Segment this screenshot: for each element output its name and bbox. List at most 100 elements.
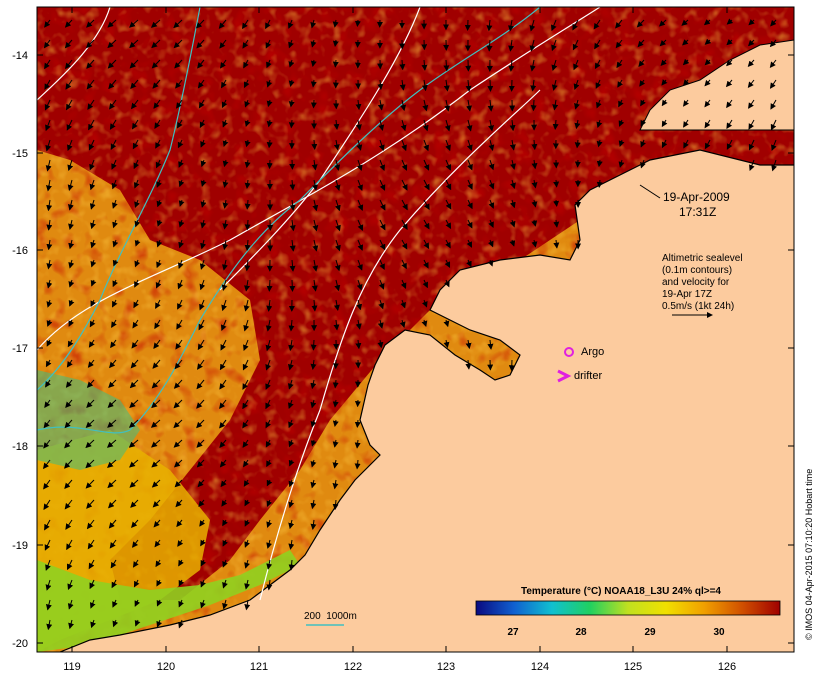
velocity-arrow xyxy=(310,19,317,29)
velocity-arrow xyxy=(355,119,362,131)
velocity-arrow xyxy=(334,179,341,192)
velocity-arrow xyxy=(154,119,161,129)
velocity-arrow xyxy=(68,619,74,630)
velocity-arrow xyxy=(704,139,711,150)
velocity-arrow xyxy=(748,19,755,26)
altimetry-line-5: 0.5m/s (1kt 24h) xyxy=(662,301,734,312)
velocity-arrow xyxy=(357,179,363,192)
drifter-label: drifter xyxy=(574,370,602,382)
velocity-arrow xyxy=(422,119,429,132)
velocity-arrow xyxy=(704,59,711,66)
velocity-arrow xyxy=(86,499,95,509)
velocity-arrow xyxy=(574,119,581,130)
velocity-arrow xyxy=(486,19,493,32)
velocity-arrow xyxy=(726,99,733,109)
velocity-arrow xyxy=(177,259,184,270)
velocity-arrow xyxy=(243,319,250,332)
velocity-arrow xyxy=(44,99,51,111)
velocity-arrow xyxy=(378,119,385,131)
velocity-arrow xyxy=(288,339,295,352)
velocity-arrow xyxy=(659,39,667,47)
velocity-arrow xyxy=(197,339,205,351)
velocity-arrow xyxy=(134,239,141,247)
velocity-arrow xyxy=(173,439,183,448)
velocity-arrow xyxy=(444,279,450,288)
velocity-arrow xyxy=(310,359,317,370)
velocity-arrow xyxy=(443,59,450,72)
velocity-arrow xyxy=(85,479,95,489)
velocity-arrow xyxy=(377,319,384,329)
velocity-arrow xyxy=(45,139,52,152)
velocity-arrow xyxy=(109,359,117,369)
velocity-arrow xyxy=(65,379,73,388)
velocity-arrow xyxy=(220,59,227,69)
velocity-arrow xyxy=(221,299,228,312)
velocity-arrow xyxy=(357,239,364,251)
velocity-arrow xyxy=(244,199,251,210)
velocity-arrow xyxy=(200,239,206,250)
velocity-arrow xyxy=(379,239,386,251)
velocity-arrow xyxy=(112,259,119,267)
velocity-arrow xyxy=(617,79,623,88)
velocity-arrow xyxy=(244,259,251,272)
velocity-arrow xyxy=(244,539,250,548)
velocity-arrow xyxy=(467,159,473,171)
velocity-arrow xyxy=(266,59,272,69)
velocity-arrow xyxy=(487,259,494,267)
velocity-arrow xyxy=(422,279,429,289)
velocity-arrow xyxy=(400,119,407,132)
velocity-arrow xyxy=(222,159,229,168)
velocity-arrow xyxy=(572,39,579,51)
velocity-arrow xyxy=(704,119,711,129)
velocity-arrow xyxy=(423,259,429,269)
velocity-arrow xyxy=(379,219,386,231)
velocity-arrow xyxy=(200,599,206,609)
velocity-arrow xyxy=(195,19,205,29)
velocity-arrow xyxy=(152,499,161,508)
velocity-arrow xyxy=(400,99,407,112)
velocity-arrow xyxy=(288,559,295,571)
velocity-arrow xyxy=(43,439,51,449)
velocity-arrow xyxy=(199,279,206,291)
velocity-arrow xyxy=(354,19,361,27)
velocity-arrow xyxy=(198,99,205,109)
velocity-arrow xyxy=(64,439,73,449)
lat-tick-label: -17 xyxy=(12,343,28,355)
velocity-arrow xyxy=(661,139,668,149)
velocity-arrow xyxy=(531,179,538,189)
velocity-arrow xyxy=(510,179,516,190)
velocity-arrow xyxy=(682,58,690,66)
velocity-arrow xyxy=(219,439,227,448)
velocity-arrow xyxy=(200,139,206,148)
velocity-arrow xyxy=(156,179,162,188)
velocity-arrow xyxy=(401,159,408,171)
velocity-arrow xyxy=(134,219,141,228)
velocity-arrow xyxy=(89,599,96,609)
velocity-arrow xyxy=(266,499,273,508)
velocity-arrow xyxy=(288,419,294,429)
velocity-arrow xyxy=(45,159,52,172)
velocity-arrow xyxy=(177,539,184,547)
velocity-arrow xyxy=(46,219,53,231)
velocity-arrow xyxy=(771,159,778,172)
velocity-arrow xyxy=(640,119,647,127)
velocity-arrow xyxy=(64,59,73,70)
velocity-arrow xyxy=(45,359,52,368)
velocity-arrow xyxy=(244,139,251,148)
velocity-arrow xyxy=(244,219,251,231)
velocity-arrow xyxy=(176,319,183,330)
velocity-arrow xyxy=(445,179,452,191)
velocity-arrow xyxy=(44,19,51,28)
velocity-arrow xyxy=(129,39,139,49)
velocity-arrow xyxy=(661,119,668,128)
velocity-arrow xyxy=(445,139,451,152)
velocity-arrow xyxy=(219,399,227,409)
velocity-arrow xyxy=(594,59,601,70)
velocity-arrow xyxy=(154,539,161,548)
velocity-arrow xyxy=(43,39,51,49)
velocity-arrow xyxy=(156,259,162,269)
velocity-arrow xyxy=(112,299,118,308)
velocity-arrow xyxy=(310,499,317,510)
velocity-arrow xyxy=(177,279,184,290)
velocity-arrow xyxy=(618,139,625,147)
